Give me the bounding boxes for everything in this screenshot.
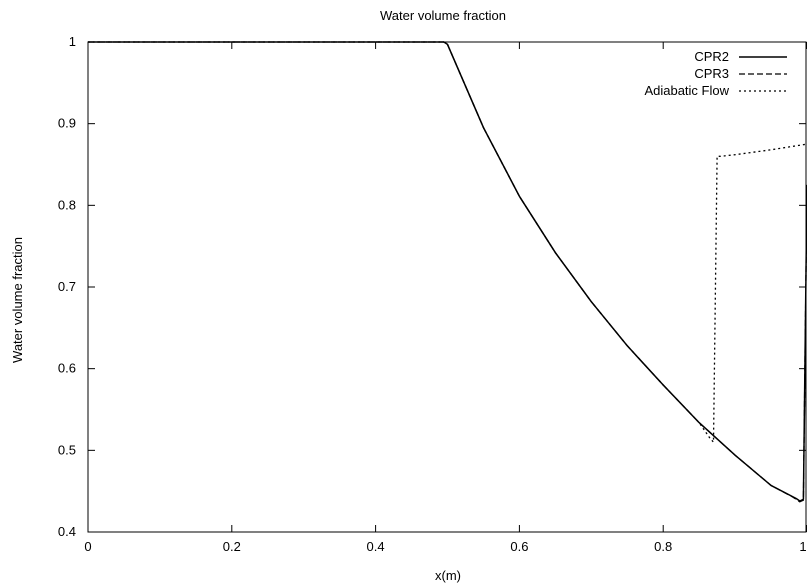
x-tick-label: 0.8 bbox=[654, 539, 672, 554]
x-tick-label: 1 bbox=[799, 539, 806, 554]
y-tick-label: 1 bbox=[69, 34, 76, 49]
x-tick-label: 0.6 bbox=[510, 539, 528, 554]
x-tick-label: 0 bbox=[84, 539, 91, 554]
y-tick-label: 0.4 bbox=[58, 524, 76, 539]
plot-area: 0 0.2 0.4 0.6 0.8 1 0.4 0.5 0.6 0.7 0.8 0.9 1 CPR2 CPR… bbox=[58, 34, 807, 554]
chart-title: Water volume fraction bbox=[380, 8, 506, 23]
y-tick-label: 0.6 bbox=[58, 361, 76, 376]
y-tick-label: 0.7 bbox=[58, 279, 76, 294]
series-line-cpr3 bbox=[88, 41, 807, 503]
series-line-cpr2 bbox=[88, 41, 807, 502]
x-tick-label: 0.4 bbox=[367, 539, 385, 554]
legend-label: CPR3 bbox=[694, 66, 729, 81]
y-axis-label: Water volume fraction bbox=[10, 237, 25, 363]
series-line-adiabatic-flow bbox=[88, 41, 807, 443]
x-axis-label: x(m) bbox=[435, 568, 461, 583]
y-tick-label: 0.8 bbox=[58, 197, 76, 212]
legend-label: Adiabatic Flow bbox=[644, 83, 729, 98]
x-tick-label: 0.2 bbox=[223, 539, 241, 554]
y-tick-label: 0.9 bbox=[58, 116, 76, 131]
plot-frame bbox=[87, 41, 807, 533]
legend-label: CPR2 bbox=[694, 49, 729, 64]
y-tick-label: 0.5 bbox=[58, 442, 76, 457]
